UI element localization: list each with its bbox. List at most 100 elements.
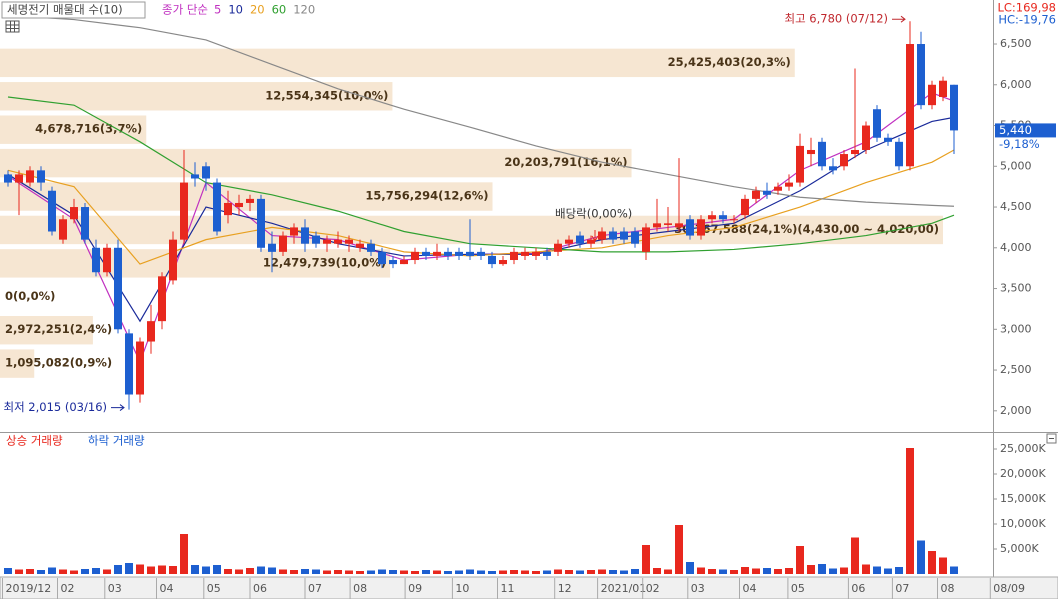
ma-legend-item: 20 [250,3,265,17]
candle-body [224,202,232,216]
volume-bar [158,565,166,574]
volume-bar [807,565,815,574]
candle-body [37,170,45,183]
volume-bar [763,568,771,574]
volume-bar [246,568,254,574]
candle-body [59,219,67,240]
volume-bar [70,570,78,574]
x-tick-label: 07 [895,582,909,595]
candle-body [818,141,826,167]
candle-body [719,215,727,220]
volume-bar [114,565,122,574]
moving-average-line [7,14,955,207]
volume-profile-band [0,82,393,111]
y-tick-label: 6,000 [1000,78,1032,91]
candle-body [180,182,188,240]
candle-body [367,243,375,252]
candle-body [103,247,111,273]
candle-body [15,174,23,183]
ma-legend-item: 60 [272,3,287,17]
volume-bar [631,569,639,574]
candle-body [642,227,650,252]
volume-bar [818,564,826,574]
volume-bar [444,571,452,574]
candle-body [70,207,78,220]
candle-body [873,109,881,138]
candle-body [323,239,331,244]
candle-body [136,341,144,395]
volume-bar [125,563,133,574]
volume-bar [884,568,892,574]
volume-bar [48,567,56,574]
x-tick-label: 08 [353,582,367,595]
x-tick-label: 08/09 [993,582,1025,595]
candle-body [763,190,771,195]
volume-bar [796,546,804,574]
hc-label: HC:-19,76 [998,13,1056,27]
volume-bar [609,570,617,574]
band-label: 0(0,0%) [5,289,55,303]
candle-body [587,239,595,244]
volume-bar [719,569,727,574]
x-tick-label: 09 [408,582,422,595]
volume-bar [455,570,463,574]
volume-bar [939,557,947,574]
candle-body [510,251,518,261]
candle-body [466,251,474,256]
candle-body [169,239,177,281]
volume-bar [543,570,551,574]
volume-bar [389,570,397,574]
volume-profile-band [0,148,632,178]
volume-bar [103,569,111,574]
volume-bar [499,570,507,574]
candle-body [378,251,386,265]
candle-body [268,243,276,252]
x-tick-label: 02 [61,582,75,595]
y-tick-label: 3,500 [1000,282,1032,295]
volume-bar [334,570,342,574]
volume-bar [565,570,573,574]
volume-bar [180,534,188,574]
candle-body [26,170,34,183]
volume-bar [345,570,353,574]
candle-body [125,333,133,395]
volume-profile-band [0,349,35,378]
x-tick-label: 03 [691,582,705,595]
x-tick-label: 07 [308,582,322,595]
volume-bar [774,569,782,574]
y-tick-label: 4,500 [1000,200,1032,213]
candle-body [675,223,683,228]
candle-body [950,84,958,131]
ma-legend-item: 10 [228,3,243,17]
volume-bar [675,525,683,574]
candle-body [741,198,749,216]
candle-body [752,190,760,199]
band-label: 12,479,739(10,0%) [263,255,386,269]
candle-body [246,198,254,203]
candle-body [389,260,397,265]
candle-body [598,231,606,240]
x-tick-label: 05 [791,582,805,595]
volume-bar [92,568,100,574]
candle-body [521,251,529,256]
volume-bar [235,569,243,574]
candle-body [730,219,738,221]
volume-bar [642,545,650,574]
chart-title: 세명전기 매물대 수(10) [7,3,123,17]
volume-bar [290,570,298,574]
moving-average-line [7,96,955,253]
candle-body [906,44,914,167]
x-tick-label: 06 [851,582,865,595]
volume-bar [587,570,595,574]
candle-body [477,251,485,256]
volume-bar [708,569,716,574]
x-tick-label: 04 [160,582,174,595]
volume-bar [224,569,232,574]
volume-bar [477,570,485,574]
volume-bar [4,568,12,574]
candle-body [301,227,309,244]
volume-bar [598,569,606,574]
grid-icon[interactable] [5,20,20,33]
candle-body [631,231,639,244]
x-tick-label: 2019/12 [6,582,52,595]
